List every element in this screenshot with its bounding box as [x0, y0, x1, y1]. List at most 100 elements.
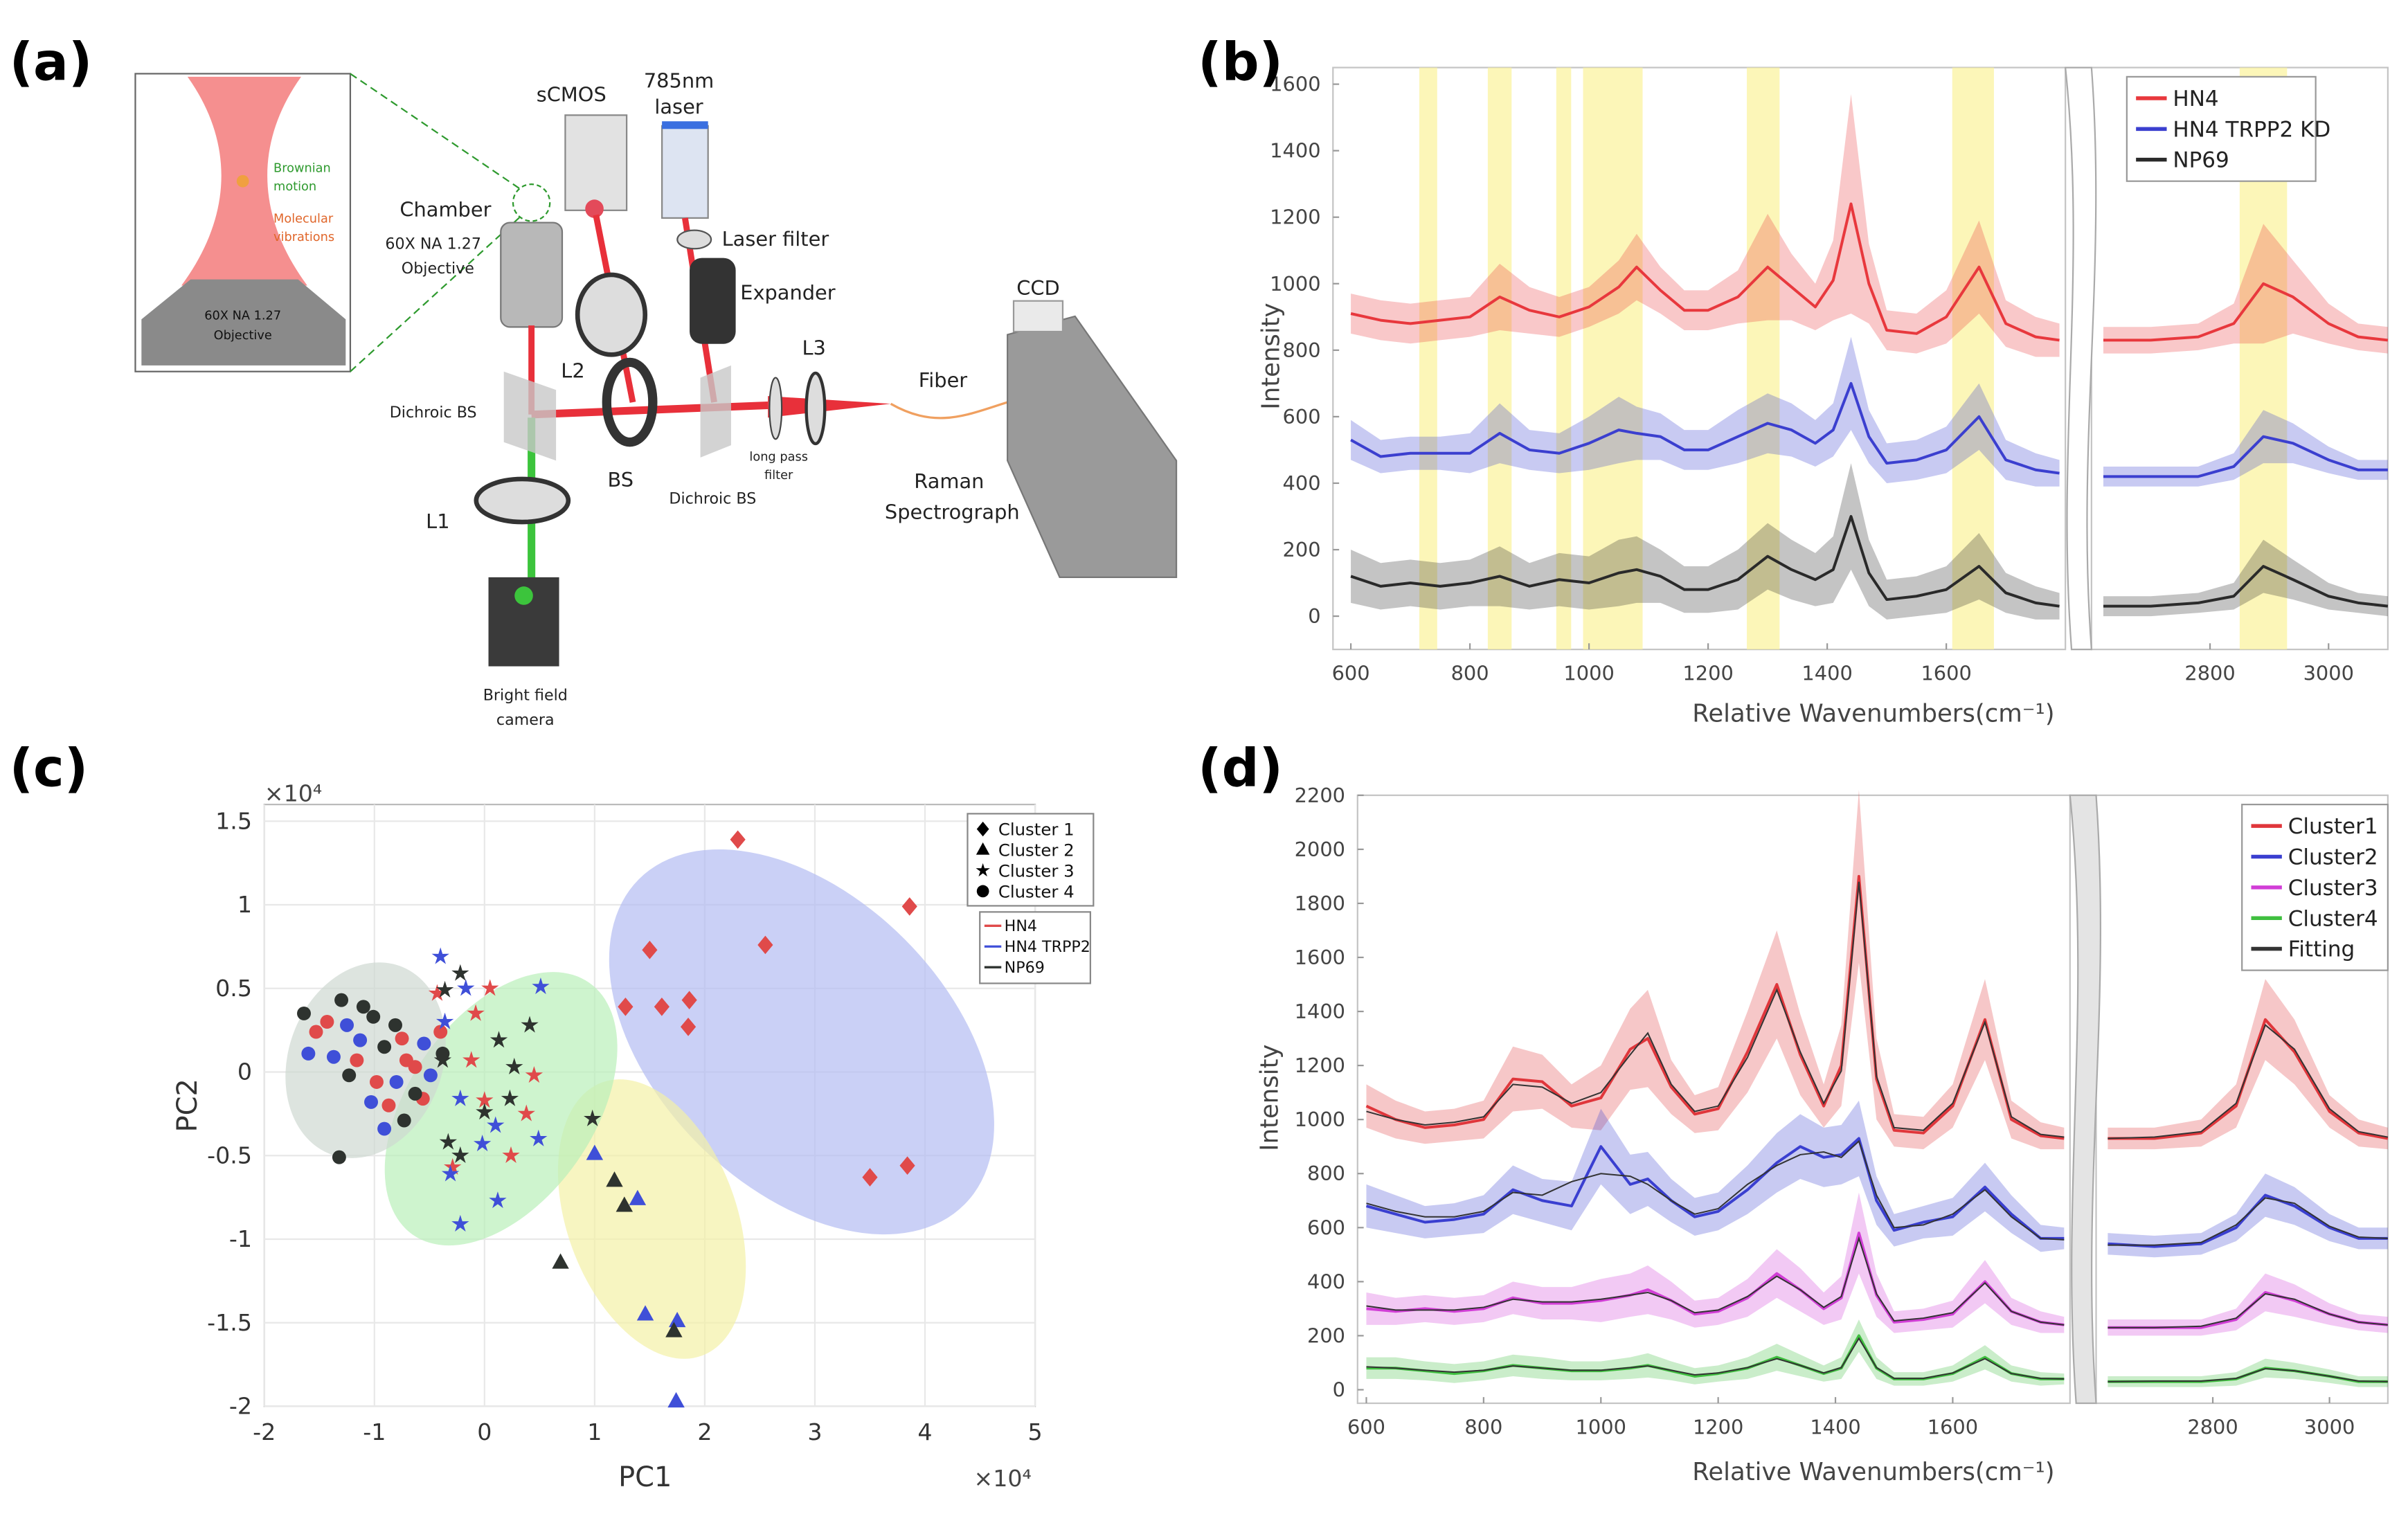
series-line — [1350, 202, 2060, 342]
x-tick-label: -2 — [253, 1418, 276, 1445]
point — [377, 1121, 392, 1136]
label: filter — [764, 469, 793, 483]
error-band — [2108, 979, 2388, 1150]
inset-text: Brownian — [273, 161, 331, 175]
point — [350, 1053, 364, 1067]
y-tick-label: 400 — [1307, 1270, 1345, 1293]
series-line — [2103, 565, 2389, 608]
x-tick-label: 2800 — [2187, 1415, 2238, 1439]
series-line — [1350, 381, 2060, 475]
label: long pass — [749, 450, 808, 464]
point — [353, 1033, 368, 1047]
fit-line — [1366, 1337, 2065, 1380]
x-tick-label: 1 — [587, 1418, 602, 1445]
long-pass-filter — [769, 377, 783, 440]
laser-top — [662, 121, 708, 129]
y-multiplier: ×10⁴ — [264, 780, 323, 807]
cluster-region — [609, 849, 994, 1235]
point — [467, 1004, 485, 1021]
x-tick-label: 1600 — [1928, 1415, 1978, 1439]
series-line — [2103, 282, 2389, 342]
y-tick-label: 2000 — [1295, 838, 1345, 861]
label: 60X NA 1.27 — [385, 235, 481, 253]
inset-text: 60X NA 1.27 — [204, 309, 281, 323]
point — [366, 1009, 381, 1024]
label: laser — [654, 95, 703, 118]
legend-label: Cluster 1 — [998, 819, 1075, 839]
y-tick-label: 0 — [1333, 1378, 1345, 1401]
x-tick-label: 1000 — [1563, 661, 1614, 685]
x-tick-label: 1200 — [1682, 661, 1733, 685]
zoom-line — [350, 73, 523, 191]
point — [505, 1057, 523, 1074]
diagram: (a) Brownian motion Molecular vibrations… — [10, 31, 1178, 729]
y-tick-label: -1.5 — [207, 1309, 252, 1336]
x-tick-label: 1200 — [1693, 1415, 1743, 1439]
series-layer — [1365, 789, 2389, 1387]
error-band — [1351, 94, 2060, 357]
laser-filter — [676, 229, 712, 250]
cluster-region — [285, 962, 446, 1158]
ccd — [1012, 300, 1064, 333]
point — [451, 1089, 469, 1106]
axis-break — [2064, 66, 2097, 651]
y-tick-label: 0 — [1308, 604, 1320, 628]
plot-frame — [1332, 66, 2067, 651]
point — [408, 1086, 422, 1101]
point — [326, 1049, 341, 1064]
y-tick-label: 0.5 — [215, 975, 252, 1002]
x-tick-label: 5 — [1027, 1418, 1042, 1445]
y-tick-label: 1800 — [1295, 892, 1345, 915]
lens-l1 — [474, 476, 571, 525]
lens-l2 — [575, 272, 648, 357]
label: L3 — [802, 336, 825, 359]
x-tick-label: 4 — [917, 1418, 932, 1445]
inset-objective — [141, 279, 346, 366]
error-band — [1366, 789, 2065, 1150]
point — [444, 1157, 462, 1175]
x-tick-label: 800 — [1464, 1415, 1502, 1439]
label: Bright field — [483, 686, 568, 704]
panel-label: (c) — [10, 737, 89, 798]
label: Spectrograph — [885, 501, 1020, 524]
point — [502, 1146, 520, 1163]
point — [532, 977, 550, 995]
cluster-region — [557, 1079, 746, 1359]
label: sCMOS — [537, 82, 607, 106]
spectrograph — [1007, 315, 1178, 578]
plot-frame — [1356, 794, 2071, 1405]
point — [439, 1133, 458, 1150]
point — [435, 1046, 450, 1061]
fiber — [890, 401, 1008, 420]
error-band — [2103, 224, 2388, 354]
legend-label: NP69 — [2173, 148, 2229, 173]
error-band — [1351, 463, 2060, 620]
point — [457, 979, 475, 996]
label: Objective — [402, 260, 474, 278]
series-line — [2108, 1193, 2388, 1248]
point — [395, 1031, 409, 1046]
y-tick-label: -2 — [229, 1393, 252, 1420]
legend-label: Fitting — [2288, 937, 2355, 962]
point — [369, 1074, 384, 1089]
point — [606, 1171, 623, 1187]
scmos-camera — [564, 114, 628, 211]
camera-port — [585, 199, 604, 218]
point — [377, 1040, 392, 1054]
point — [423, 1068, 438, 1083]
point — [340, 1018, 354, 1032]
inset-text: Molecular — [273, 213, 334, 226]
label: Dichroic BS — [669, 489, 756, 507]
y-tick-label: 1600 — [1295, 946, 1345, 969]
point — [629, 1189, 647, 1205]
point — [730, 830, 746, 849]
label: Raman — [914, 469, 984, 493]
error-band — [1366, 1192, 2065, 1333]
x-tick-label: 2800 — [2184, 661, 2235, 685]
series-line — [1350, 514, 2060, 608]
point — [616, 1196, 634, 1212]
legend-label: Cluster3 — [2288, 876, 2378, 901]
highlight-band — [1583, 67, 1643, 650]
point — [451, 1146, 469, 1163]
